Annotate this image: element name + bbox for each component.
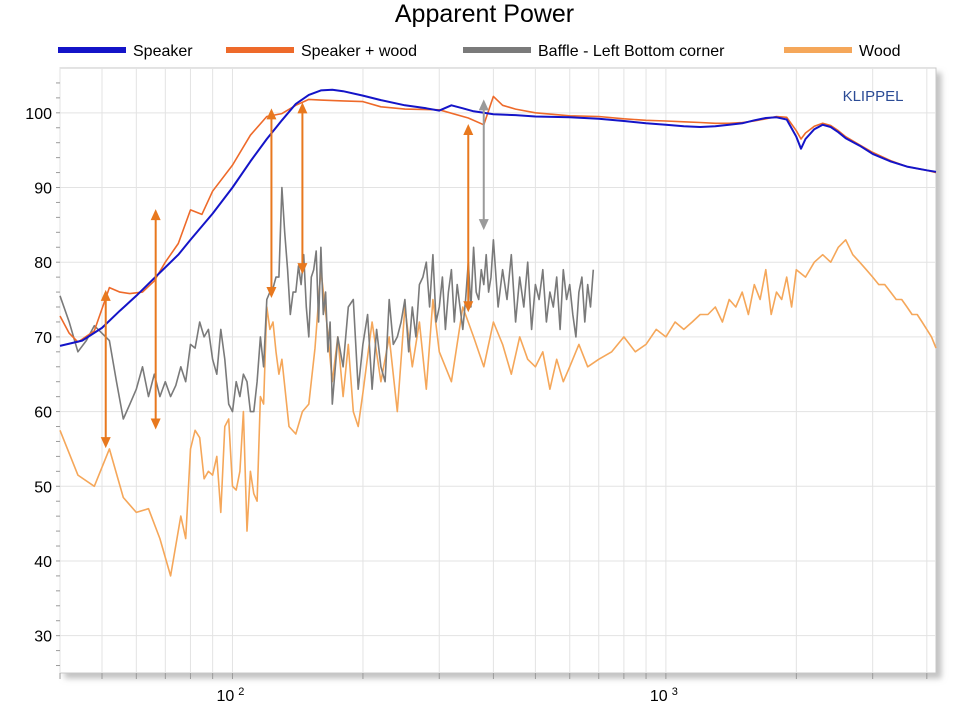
annotation-arrow-head-down	[150, 418, 161, 430]
x-tick-label: 10 2	[217, 686, 245, 705]
series-line-baffle-left-bottom-corner	[59, 186, 595, 420]
y-tick-label: 90	[34, 181, 52, 198]
y-tick-label: 100	[25, 106, 52, 123]
chart-title: Apparent Power	[394, 0, 575, 28]
annotation-arrow-head-up	[266, 108, 277, 120]
annotation-arrow-head-up	[297, 102, 308, 114]
x-tick-label: 10 3	[650, 686, 678, 705]
grid	[59, 68, 936, 673]
legend-label-baffle-left-bottom-corner: Baffle - Left Bottom corner	[538, 43, 725, 60]
annotation-arrow-head-up	[478, 99, 489, 111]
legend-label-speaker: Speaker	[133, 43, 193, 60]
y-tick-label: 70	[34, 330, 52, 347]
annotation-arrow-head-down	[266, 287, 277, 299]
y-tick-label: 50	[34, 479, 52, 496]
annotation-arrow-head-down	[463, 301, 474, 313]
legend: Speaker Speaker + wood Baffle - Left Botto…	[58, 43, 901, 60]
y-tick-label: 30	[34, 629, 52, 646]
series-line-speaker	[59, 88, 937, 347]
y-tick-label: 40	[34, 554, 52, 571]
annotation-arrow-head-up	[150, 209, 161, 221]
series-line-speaker-wood	[59, 95, 937, 343]
series-layer	[59, 88, 937, 577]
axes: 30 40 50 60 70 80 90 100 10 2 10 3	[25, 82, 928, 705]
legend-label-wood: Wood	[859, 43, 901, 60]
y-tick-label: 60	[34, 405, 52, 422]
annotation-arrow-head-up	[100, 289, 111, 301]
annotation-arrow-head-down	[478, 219, 489, 231]
series-line-wood	[59, 239, 937, 577]
legend-label-speaker-wood: Speaker + wood	[301, 43, 417, 60]
plot-area	[59, 67, 937, 674]
y-tick-label: 80	[34, 255, 52, 272]
watermark-klippel: KLIPPEL	[843, 88, 904, 105]
annotations	[100, 99, 489, 449]
annotation-arrow-head-down	[297, 263, 308, 275]
annotation-arrow-head-up	[463, 124, 474, 136]
annotation-arrow-head-down	[100, 437, 111, 449]
